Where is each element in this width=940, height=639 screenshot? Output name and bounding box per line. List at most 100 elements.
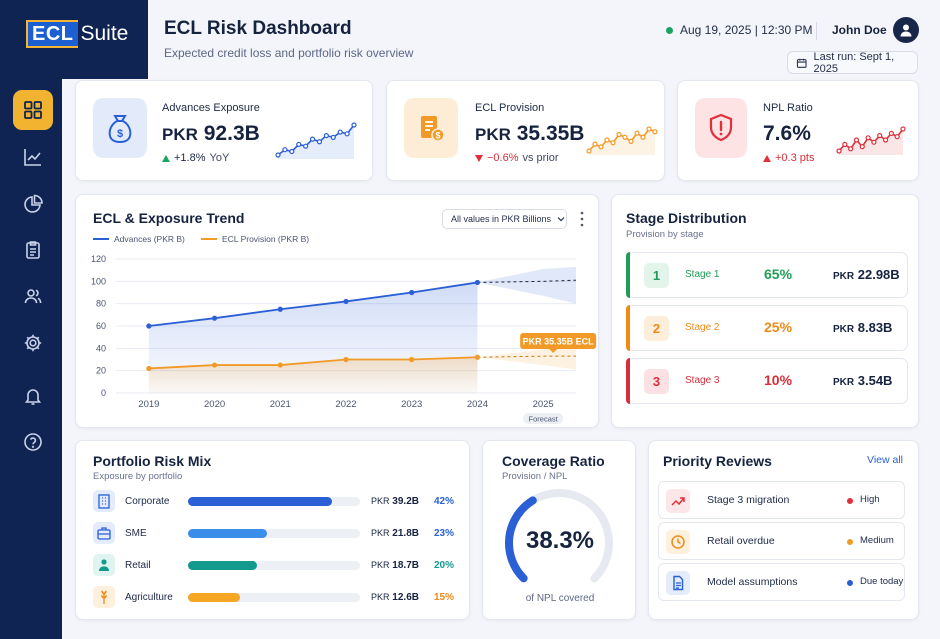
legend-label: ECL Provision (PKR B) [222,234,310,244]
kpi-label: Advances Exposure [162,102,260,114]
app-logo[interactable]: ECL Suite [26,20,128,48]
users-icon [24,289,42,304]
shield-alert-icon [695,98,747,158]
priority-dot [847,580,853,586]
mix-bar-track [188,593,360,602]
kpi-card-ecl[interactable]: $ ECL Provision PKR 35.35B −0.6% vs prio… [386,80,665,181]
kpi-card-advances[interactable]: $ Advances Exposure PKR 92.3B +1.8% YoY [75,80,373,181]
sidebar-item-users[interactable] [13,276,53,316]
mix-bar-track [188,497,360,506]
kpi-delta-value: +0.3 pts [775,152,815,164]
mix-percent: 15% [434,592,455,603]
kpi-delta-suffix: YoY [209,152,230,164]
triangle-up-icon [763,154,771,162]
trend-card: ECL & Exposure Trend All values in PKR B… [75,194,599,428]
sparkline-point [634,130,640,136]
mix-bar-fill [188,497,333,506]
sidebar-item-help[interactable] [13,422,53,462]
trend-up-icon [666,489,690,513]
user-avatar-icon [900,24,912,37]
chevron-down-icon [557,217,565,222]
data-point [409,289,415,296]
sidebar-item-notifications[interactable] [13,376,53,416]
sidebar-item-trends[interactable] [13,137,53,177]
avatar[interactable] [893,17,919,43]
sidebar-item-reports[interactable] [13,230,53,270]
kpi-card-npl[interactable]: NPL Ratio 7.6% +0.3 pts [677,80,919,181]
sidebar-item-settings[interactable] [13,323,53,363]
review-row[interactable]: Stage 3 migration High [658,481,905,519]
sparkline-point [337,129,343,135]
briefcase-icon [93,522,115,544]
legend-advances: Advances (PKR B) [93,234,185,244]
user-name[interactable]: John Doe [832,23,887,37]
review-priority: High [860,494,880,505]
document-icon [666,571,690,595]
mix-currency: PKR [371,592,390,602]
mix-row[interactable]: Retail PKR 18.7B 20% [93,554,457,578]
stage-currency: PKR [833,377,855,388]
sparkline-npl [836,126,906,155]
y-tick-label: 120 [91,254,106,264]
mix-row[interactable]: Corporate PKR 39.2B 42% [93,490,457,514]
sparkline-point [604,137,610,143]
forecast-band-advances [477,266,576,304]
mix-amount: PKR 21.8B [371,528,419,539]
view-all-link[interactable]: View all [867,454,903,466]
review-row[interactable]: Retail overdue Medium [658,522,905,560]
logo-band: ECL Suite [0,0,148,79]
sparkline-point [282,147,288,153]
stage-number: 3 [644,369,669,394]
review-priority: Medium [860,535,894,546]
data-point [474,354,481,360]
mix-bar-fill [188,593,240,602]
data-point [211,362,218,368]
stage-row[interactable]: 1 Stage 1 65% PKR 22.98B [626,252,908,298]
help-icon [24,433,42,451]
mix-name: Retail [125,560,151,571]
mix-bar-fill [188,561,257,570]
series-line [148,281,478,327]
kpi-label: ECL Provision [475,102,545,114]
calendar-icon [796,58,807,68]
last-run-button[interactable]: Last run: Sept 1, 2025 [787,51,918,75]
stage-row[interactable]: 2 Stage 2 25% PKR 8.83B [626,305,908,351]
more-options-icon[interactable] [579,210,585,228]
x-tick-label: 2022 [335,399,356,410]
sidebar-item-distribution[interactable] [13,184,53,224]
clipboard-icon [26,241,40,259]
kpi-delta: +1.8% YoY [162,152,229,164]
wheat-icon [93,586,115,608]
mix-row[interactable]: SME PKR 21.8B 23% [93,522,457,546]
units-select[interactable]: All values in PKR Billions [442,209,567,229]
kpi-label: NPL Ratio [763,102,813,114]
legend-label: Advances (PKR B) [114,234,185,244]
svg-text:$: $ [117,128,123,140]
data-point [146,365,152,372]
mix-percent: 23% [434,528,455,539]
stage-row[interactable]: 3 Stage 3 10% PKR 3.54B [626,358,908,404]
person-icon [93,554,115,576]
review-name: Model assumptions [707,576,798,588]
logo-suite: Suite [80,22,129,45]
sparkline-point [900,126,906,132]
priority-dot [847,539,853,545]
stage-accent-bar [626,358,630,404]
mix-title: Portfolio Risk Mix [93,453,212,469]
sidebar-item-dashboard[interactable] [13,90,53,130]
gear-icon [24,334,42,352]
sparkline-area [839,129,903,155]
legend-swatch [201,238,217,240]
data-point [211,315,218,321]
mix-row[interactable]: Agriculture PKR 12.6B 15% [93,586,457,610]
stage-currency: PKR [833,271,855,282]
sparkline-point [344,131,350,137]
review-row[interactable]: Model assumptions Due today [658,563,905,601]
data-point [474,279,481,286]
units-select-value: All values in PKR Billions [451,214,552,224]
sparkline-point [853,137,860,143]
stage-percent: 25% [764,319,793,335]
stage-name: Stage 1 [685,269,720,280]
mix-bar-track [188,561,360,570]
stage-percent: 65% [764,266,793,282]
